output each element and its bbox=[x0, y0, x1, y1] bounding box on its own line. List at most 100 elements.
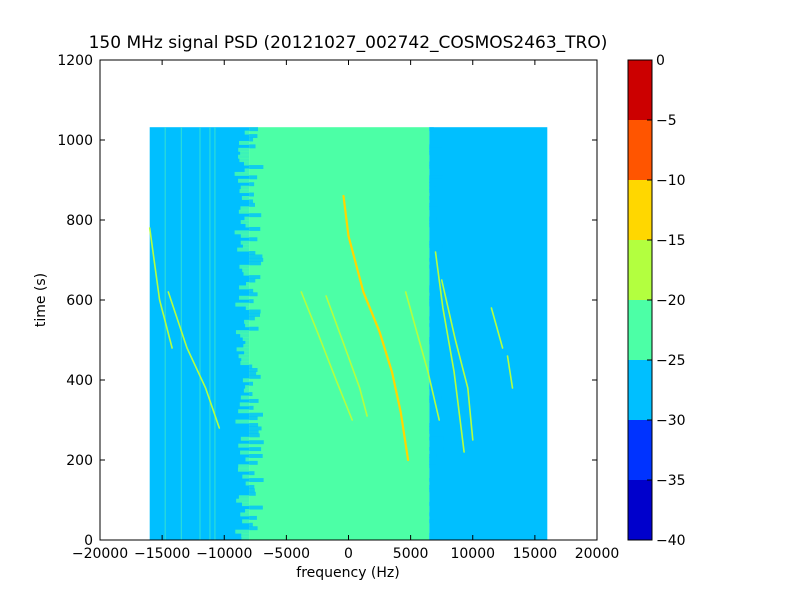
band-edge-noise bbox=[418, 381, 430, 386]
band-edge-noise bbox=[241, 502, 250, 507]
band-edge-noise bbox=[242, 378, 250, 383]
band-edge-noise bbox=[240, 206, 250, 211]
band-edge-noise bbox=[417, 140, 430, 145]
band-edge-noise bbox=[425, 419, 430, 424]
band-edge-noise bbox=[242, 268, 250, 273]
band-edge-noise bbox=[429, 426, 433, 431]
band-edge-noise bbox=[240, 333, 250, 338]
band-edge-noise bbox=[420, 268, 430, 273]
band-edge-noise bbox=[420, 374, 430, 379]
band-edge-noise bbox=[424, 292, 430, 297]
band-edge-noise bbox=[429, 202, 443, 207]
band-edge-noise bbox=[242, 474, 250, 479]
band-edge-noise bbox=[429, 398, 435, 403]
y-axis-ticks: 0 200 400 600 800 1000 1200 bbox=[57, 53, 597, 549]
band-edge-noise bbox=[425, 347, 430, 352]
vertical-streak-3 bbox=[209, 127, 211, 540]
band-edge-noise bbox=[245, 509, 250, 513]
band-edge-noise bbox=[429, 436, 444, 441]
band-edge-noise bbox=[429, 147, 443, 152]
y-tick-label: 400 bbox=[66, 373, 93, 389]
band-edge-noise bbox=[429, 361, 437, 366]
band-edge-noise bbox=[249, 309, 261, 314]
y-tick-label: 600 bbox=[66, 293, 93, 309]
band-edge-noise bbox=[429, 240, 437, 245]
band-edge-noise bbox=[249, 515, 257, 520]
band-edge-noise bbox=[422, 137, 430, 142]
band-edge-noise bbox=[420, 254, 430, 259]
band-edge-noise bbox=[426, 412, 430, 417]
colorbar-segment-4 bbox=[628, 240, 652, 300]
band-edge-noise bbox=[419, 261, 430, 266]
band-edge-noise bbox=[421, 409, 430, 414]
band-edge-noise bbox=[429, 385, 438, 390]
band-edge-noise bbox=[429, 484, 436, 489]
band-edge-noise bbox=[425, 529, 430, 534]
band-edge-noise bbox=[237, 247, 250, 252]
chirp-trace-3 bbox=[404, 291, 440, 421]
x-tick-label: 0 bbox=[344, 546, 353, 562]
band-edge-noise bbox=[425, 282, 430, 286]
band-edge-noise bbox=[429, 447, 444, 452]
colorbar-tick-label: −30 bbox=[656, 413, 686, 429]
colorbar-tick-label: −25 bbox=[656, 353, 686, 369]
band-edge-noise bbox=[429, 178, 442, 183]
band-edge-noise bbox=[240, 233, 250, 238]
band-edge-noise bbox=[426, 326, 430, 331]
band-edge-noise bbox=[429, 288, 444, 293]
band-edge-noise bbox=[419, 247, 430, 252]
band-edge-noise bbox=[249, 484, 255, 489]
band-edge-noise bbox=[429, 302, 440, 307]
band-edge-noise bbox=[249, 127, 258, 132]
band-edge-noise bbox=[422, 443, 430, 448]
band-edge-noise bbox=[429, 512, 436, 517]
band-edge-noise bbox=[249, 165, 264, 169]
band-edge-noise bbox=[238, 178, 250, 183]
band-edge-noise bbox=[239, 295, 250, 300]
x-tick-label: 10000 bbox=[450, 546, 495, 562]
band-edge-noise bbox=[425, 343, 430, 348]
band-edge-noise bbox=[429, 151, 437, 156]
x-axis-ticks: −20000 −15000 −10000 −5000 0 5000 10000 15000 20… bbox=[72, 60, 619, 562]
band-edge-noise bbox=[244, 319, 250, 324]
band-edge-noise bbox=[416, 378, 430, 383]
band-edge-noise bbox=[429, 165, 440, 169]
band-edge-noise bbox=[249, 192, 254, 197]
chirp-trace-4 bbox=[434, 251, 465, 453]
band-edge-noise bbox=[240, 395, 250, 400]
band-edge-noise bbox=[234, 230, 250, 235]
band-edge-noise bbox=[240, 512, 250, 517]
band-edge-noise bbox=[426, 306, 430, 311]
vertical-streak-2 bbox=[199, 127, 201, 540]
band-edge-noise bbox=[240, 361, 250, 366]
y-tick-label: 800 bbox=[66, 213, 93, 229]
band-edge-noise bbox=[249, 460, 258, 465]
band-edge-noise bbox=[243, 271, 250, 276]
band-edge-noise bbox=[418, 505, 430, 510]
band-edge-noise bbox=[249, 275, 261, 280]
band-edge-noise bbox=[429, 285, 438, 290]
band-edge-noise bbox=[245, 223, 250, 228]
band-edge-noise bbox=[240, 220, 250, 225]
band-edge-noise bbox=[425, 357, 430, 362]
chirp-trace-2 bbox=[325, 295, 368, 417]
y-tick-label: 200 bbox=[66, 453, 93, 469]
band-edge-noise bbox=[245, 481, 250, 486]
band-edge-noise bbox=[246, 282, 250, 286]
band-edge-noise bbox=[249, 226, 261, 231]
band-edge-noise bbox=[249, 454, 263, 458]
band-edge-noise bbox=[429, 533, 433, 538]
band-edge-noise bbox=[429, 368, 443, 372]
band-edge-noise bbox=[239, 264, 250, 269]
band-edge-noise bbox=[429, 244, 443, 249]
band-edge-noise bbox=[429, 454, 437, 458]
band-edge-noise bbox=[429, 371, 437, 376]
band-edge-noise bbox=[429, 299, 443, 304]
band-edge-noise bbox=[238, 495, 250, 500]
band-edge-noise bbox=[429, 220, 442, 225]
band-edge-noise bbox=[426, 515, 430, 520]
band-edge-noise bbox=[416, 130, 430, 135]
band-edge-noise bbox=[416, 495, 430, 500]
chirp-trace-0 bbox=[342, 194, 410, 462]
psd-band-2 bbox=[429, 127, 548, 540]
